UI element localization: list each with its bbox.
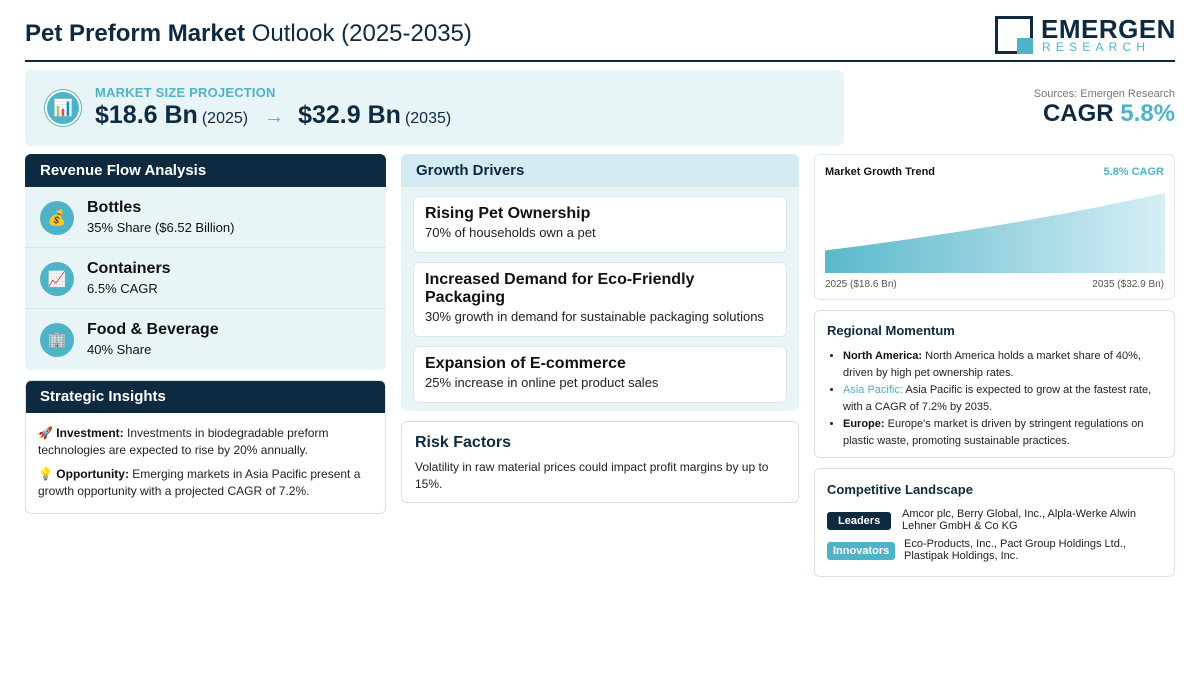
start-value: $18.6 Bn — [95, 101, 198, 129]
region-text: Europe's market is driven by stringent r… — [843, 418, 1144, 447]
revenue-item-title: Containers — [87, 260, 171, 277]
drivers-heading: Growth Drivers — [401, 154, 799, 187]
trend-end-label: 2035 ($32.9 Bn) — [1092, 279, 1164, 290]
insight-label: Investment: — [56, 426, 124, 440]
driver-item: Expansion of E-commerce 25% increase in … — [413, 346, 787, 403]
trend-area — [825, 193, 1165, 273]
region-label: North America: — [843, 350, 923, 362]
innovators-row: Innovators Eco-Products, Inc., Pact Grou… — [827, 538, 1162, 568]
insight-text: Emerging markets in Asia Pacific present… — [38, 467, 361, 498]
region-asia-pacific: Asia Pacific: Asia Pacific is expected t… — [843, 382, 1162, 416]
region-text: North America holds a market share of 40… — [843, 350, 1141, 379]
driver-sub: 30% growth in demand for sustainable pac… — [425, 309, 764, 324]
logo-sub-text: RESEARCH — [1042, 40, 1151, 54]
end-year: (2035) — [404, 110, 452, 127]
revenue-item-title: Food & Beverage — [87, 321, 219, 338]
chart-increasing-icon: 📈 — [40, 262, 74, 296]
regional-momentum-card: Regional Momentum North America: North A… — [814, 310, 1175, 458]
revenue-item-food-beverage: 🏢 Food & Beverage 40% Share — [25, 309, 386, 370]
office-building-icon: 🏢 — [40, 323, 74, 357]
driver-item: Rising Pet Ownership 70% of households o… — [413, 196, 787, 253]
projection-values: $18.6 Bn (2025) → $32.9 Bn (2035) — [95, 101, 451, 130]
light-bulb-icon: 💡 — [38, 467, 53, 481]
revenue-item-title: Bottles — [87, 199, 142, 216]
driver-sub: 25% increase in online pet product sales — [425, 375, 659, 390]
insight-label: Opportunity: — [56, 467, 129, 481]
driver-title: Increased Demand for Eco-Friendly Packag… — [425, 271, 695, 306]
revenue-flow-card: Revenue Flow Analysis 💰 Bottles 35% Shar… — [25, 154, 386, 370]
competitive-landscape-card: Competitive Landscape Leaders Amcor plc,… — [814, 468, 1175, 577]
driver-sub: 70% of households own a pet — [425, 225, 596, 240]
revenue-item-containers: 📈 Containers 6.5% CAGR — [25, 248, 386, 309]
end-value: $32.9 Bn — [298, 101, 401, 129]
logo-mark-icon — [995, 16, 1033, 54]
driver-title: Expansion of E-commerce — [425, 355, 626, 372]
title-bold: Pet Preform Market — [25, 20, 246, 47]
trend-area-chart — [825, 193, 1165, 273]
money-bag-icon: 💰 — [40, 201, 74, 235]
innovators-badge: Innovators — [827, 542, 896, 560]
insight-text: Investments in biodegradable preform tec… — [38, 426, 329, 457]
page-title: Pet Preform Market Outlook (2025-2035) — [25, 20, 472, 48]
revenue-item-bottles: 💰 Bottles 35% Share ($6.52 Billion) — [25, 187, 386, 248]
risk-factors-card: Risk Factors Volatility in raw material … — [401, 421, 799, 503]
driver-title: Rising Pet Ownership — [425, 205, 591, 222]
logo-main-text: EMERGEN — [1041, 14, 1176, 44]
emergen-logo[interactable]: EMERGEN RESEARCH — [995, 14, 1175, 56]
leaders-badge: Leaders — [827, 512, 892, 530]
region-europe: Europe: Europe's market is driven by str… — [843, 416, 1162, 450]
regional-heading: Regional Momentum — [827, 323, 955, 338]
cagr-headline: CAGR 5.8% — [1043, 100, 1175, 128]
region-text: Asia Pacific is expected to grow at the … — [843, 384, 1152, 413]
growth-drivers-card: Growth Drivers Rising Pet Ownership 70% … — [401, 154, 799, 411]
revenue-item-sub: 40% Share — [87, 342, 152, 357]
risk-text: Volatility in raw material prices could … — [415, 460, 769, 491]
bar-chart-icon: 📊 — [45, 90, 81, 126]
sources-text: Sources: Emergen Research — [1033, 88, 1175, 100]
cagr-label: CAGR — [1042, 100, 1114, 127]
trend-start-label: 2025 ($18.6 Bn) — [825, 279, 897, 290]
title-rest: Outlook (2025-2035) — [251, 20, 472, 47]
trend-cagr: 5.8% CAGR — [1103, 166, 1164, 178]
region-north-america: North America: North America holds a mar… — [843, 348, 1162, 382]
insight-opportunity: 💡 Opportunity: Emerging markets in Asia … — [26, 466, 385, 500]
strategic-insights-card: Strategic Insights 🚀 Investment: Investm… — [25, 380, 386, 514]
arrow-right-icon: → — [264, 106, 285, 128]
trend-title: Market Growth Trend — [825, 166, 936, 178]
innovators-list: Eco-Products, Inc., Pact Group Holdings … — [904, 538, 1126, 562]
insight-investment: 🚀 Investment: Investments in biodegradab… — [26, 425, 385, 459]
market-growth-trend-card: Market Growth Trend 5.8% CAGR 2025 ($18.… — [814, 154, 1175, 300]
revenue-item-sub: 35% Share ($6.52 Billion) — [87, 220, 235, 235]
strategic-heading: Strategic Insights — [26, 381, 385, 413]
revenue-heading: Revenue Flow Analysis — [25, 154, 386, 187]
market-size-projection: 📊 MARKET SIZE PROJECTION $18.6 Bn (2025) →… — [25, 70, 844, 146]
regional-list: North America: North America holds a mar… — [827, 348, 1162, 450]
leaders-row: Leaders Amcor plc, Berry Global, Inc., A… — [827, 508, 1162, 538]
region-label: Asia Pacific: — [843, 384, 903, 396]
page-header: Pet Preform Market Outlook (2025-2035) E… — [25, 12, 1175, 62]
revenue-item-sub: 6.5% CAGR — [87, 281, 158, 296]
driver-item: Increased Demand for Eco-Friendly Packag… — [413, 262, 787, 337]
risk-heading: Risk Factors — [415, 434, 512, 451]
projection-label: MARKET SIZE PROJECTION — [95, 85, 276, 100]
rocket-icon: 🚀 — [38, 426, 53, 440]
start-year: (2025) — [201, 110, 249, 127]
competitive-heading: Competitive Landscape — [827, 482, 973, 497]
region-label: Europe: — [843, 418, 885, 430]
cagr-value: 5.8% — [1120, 100, 1175, 127]
leaders-list: Amcor plc, Berry Global, Inc., Alpla-Wer… — [902, 508, 1136, 532]
